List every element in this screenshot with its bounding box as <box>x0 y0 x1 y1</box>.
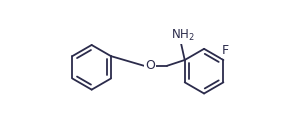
Text: F: F <box>222 44 229 57</box>
Text: NH$_2$: NH$_2$ <box>170 28 194 43</box>
Text: O: O <box>145 59 155 72</box>
